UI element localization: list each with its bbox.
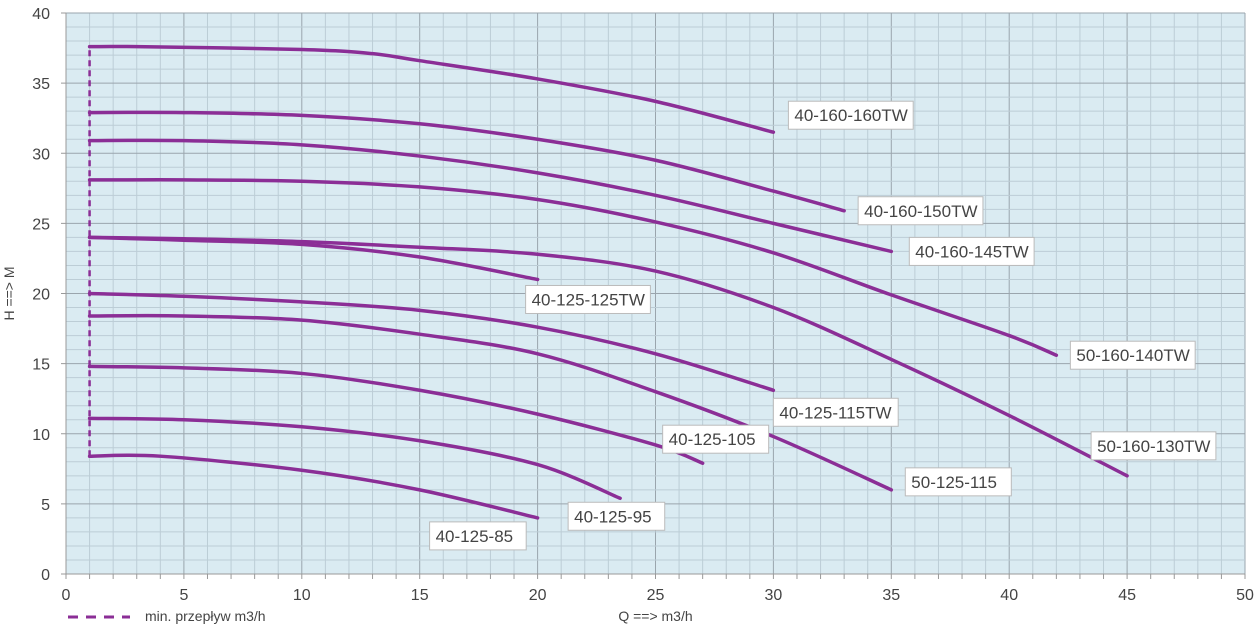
x-tick-label: 40	[1000, 587, 1018, 604]
series-line	[87, 110, 846, 213]
y-tick-label: 15	[32, 357, 50, 374]
legend-label: min. przepływ m3/h	[145, 608, 266, 624]
series-label-box	[662, 424, 770, 454]
x-tick-label: 15	[411, 587, 429, 604]
x-tick-label: 5	[179, 587, 188, 604]
y-tick-label: 25	[32, 216, 50, 233]
series-label: 40-125-125TW	[525, 284, 651, 314]
series-label-text: 40-125-95	[574, 507, 652, 526]
series-label-text: 50-160-140TW	[1076, 346, 1189, 365]
series-label: 50-160-140TW	[1069, 340, 1196, 370]
series-label: 40-160-145TW	[908, 236, 1035, 266]
x-tick-label: 50	[1236, 587, 1254, 604]
series-label-box	[429, 521, 527, 551]
x-tick-label: 0	[62, 587, 71, 604]
series-label-text: 40-160-160TW	[794, 106, 907, 125]
series-label-box	[1090, 431, 1217, 461]
y-tick-label: 0	[41, 567, 50, 584]
series-label: 40-125-105	[662, 424, 770, 454]
series-label: 40-125-115TW	[772, 397, 899, 427]
series-label-text: 40-125-85	[436, 527, 514, 546]
series-line	[87, 416, 622, 501]
series-line	[87, 235, 540, 282]
series-line	[87, 138, 894, 254]
series-label-box	[904, 467, 1012, 497]
series-line	[87, 178, 1059, 357]
x-tick-label: 35	[882, 587, 900, 604]
series-label-text: 40-125-105	[669, 430, 756, 449]
series-label-text: 40-125-115TW	[779, 403, 891, 422]
series-line	[87, 453, 540, 520]
series-label: 40-125-95	[567, 501, 666, 531]
series-label-text: 40-160-150TW	[864, 202, 977, 221]
x-tick-label: 30	[765, 587, 783, 604]
series-label-box	[908, 236, 1035, 266]
x-tick-label: 10	[293, 587, 311, 604]
series-label-text: 40-160-145TW	[915, 242, 1028, 261]
series-line	[87, 235, 1129, 478]
series-label: 40-160-150TW	[857, 196, 984, 226]
x-axis-label: Q ==> m3/h	[618, 608, 692, 624]
series-label-box	[525, 284, 651, 314]
series-label: 40-125-85	[429, 521, 527, 551]
series-label-box	[1069, 340, 1196, 370]
x-tick-label: 25	[647, 587, 665, 604]
y-tick-label: 5	[41, 497, 50, 514]
series-line	[87, 44, 776, 134]
y-tick-label: 35	[32, 76, 50, 93]
series-label-text: 50-125-115	[911, 473, 997, 492]
series-label: 50-125-115	[904, 467, 1012, 497]
y-tick-label: 40	[32, 6, 50, 23]
x-tick-label: 45	[1118, 587, 1136, 604]
series-line	[87, 364, 705, 465]
series-label-text: 50-160-130TW	[1097, 437, 1210, 456]
series-label-box	[857, 196, 984, 226]
legend: min. przepływ m3/h	[68, 608, 266, 624]
series-line	[87, 291, 776, 393]
series-label-box	[772, 397, 899, 427]
y-axis-label: H ==> M	[1, 266, 17, 320]
y-tick-label: 30	[32, 146, 50, 163]
y-tick-label: 20	[32, 287, 50, 304]
series-label-box	[567, 501, 666, 531]
series-label-box	[787, 100, 914, 130]
y-tick-label: 10	[32, 427, 50, 444]
x-tick-label: 20	[529, 587, 547, 604]
series-label-text: 40-125-125TW	[532, 290, 645, 309]
series-label: 50-160-130TW	[1090, 431, 1217, 461]
series-label: 40-160-160TW	[787, 100, 914, 130]
